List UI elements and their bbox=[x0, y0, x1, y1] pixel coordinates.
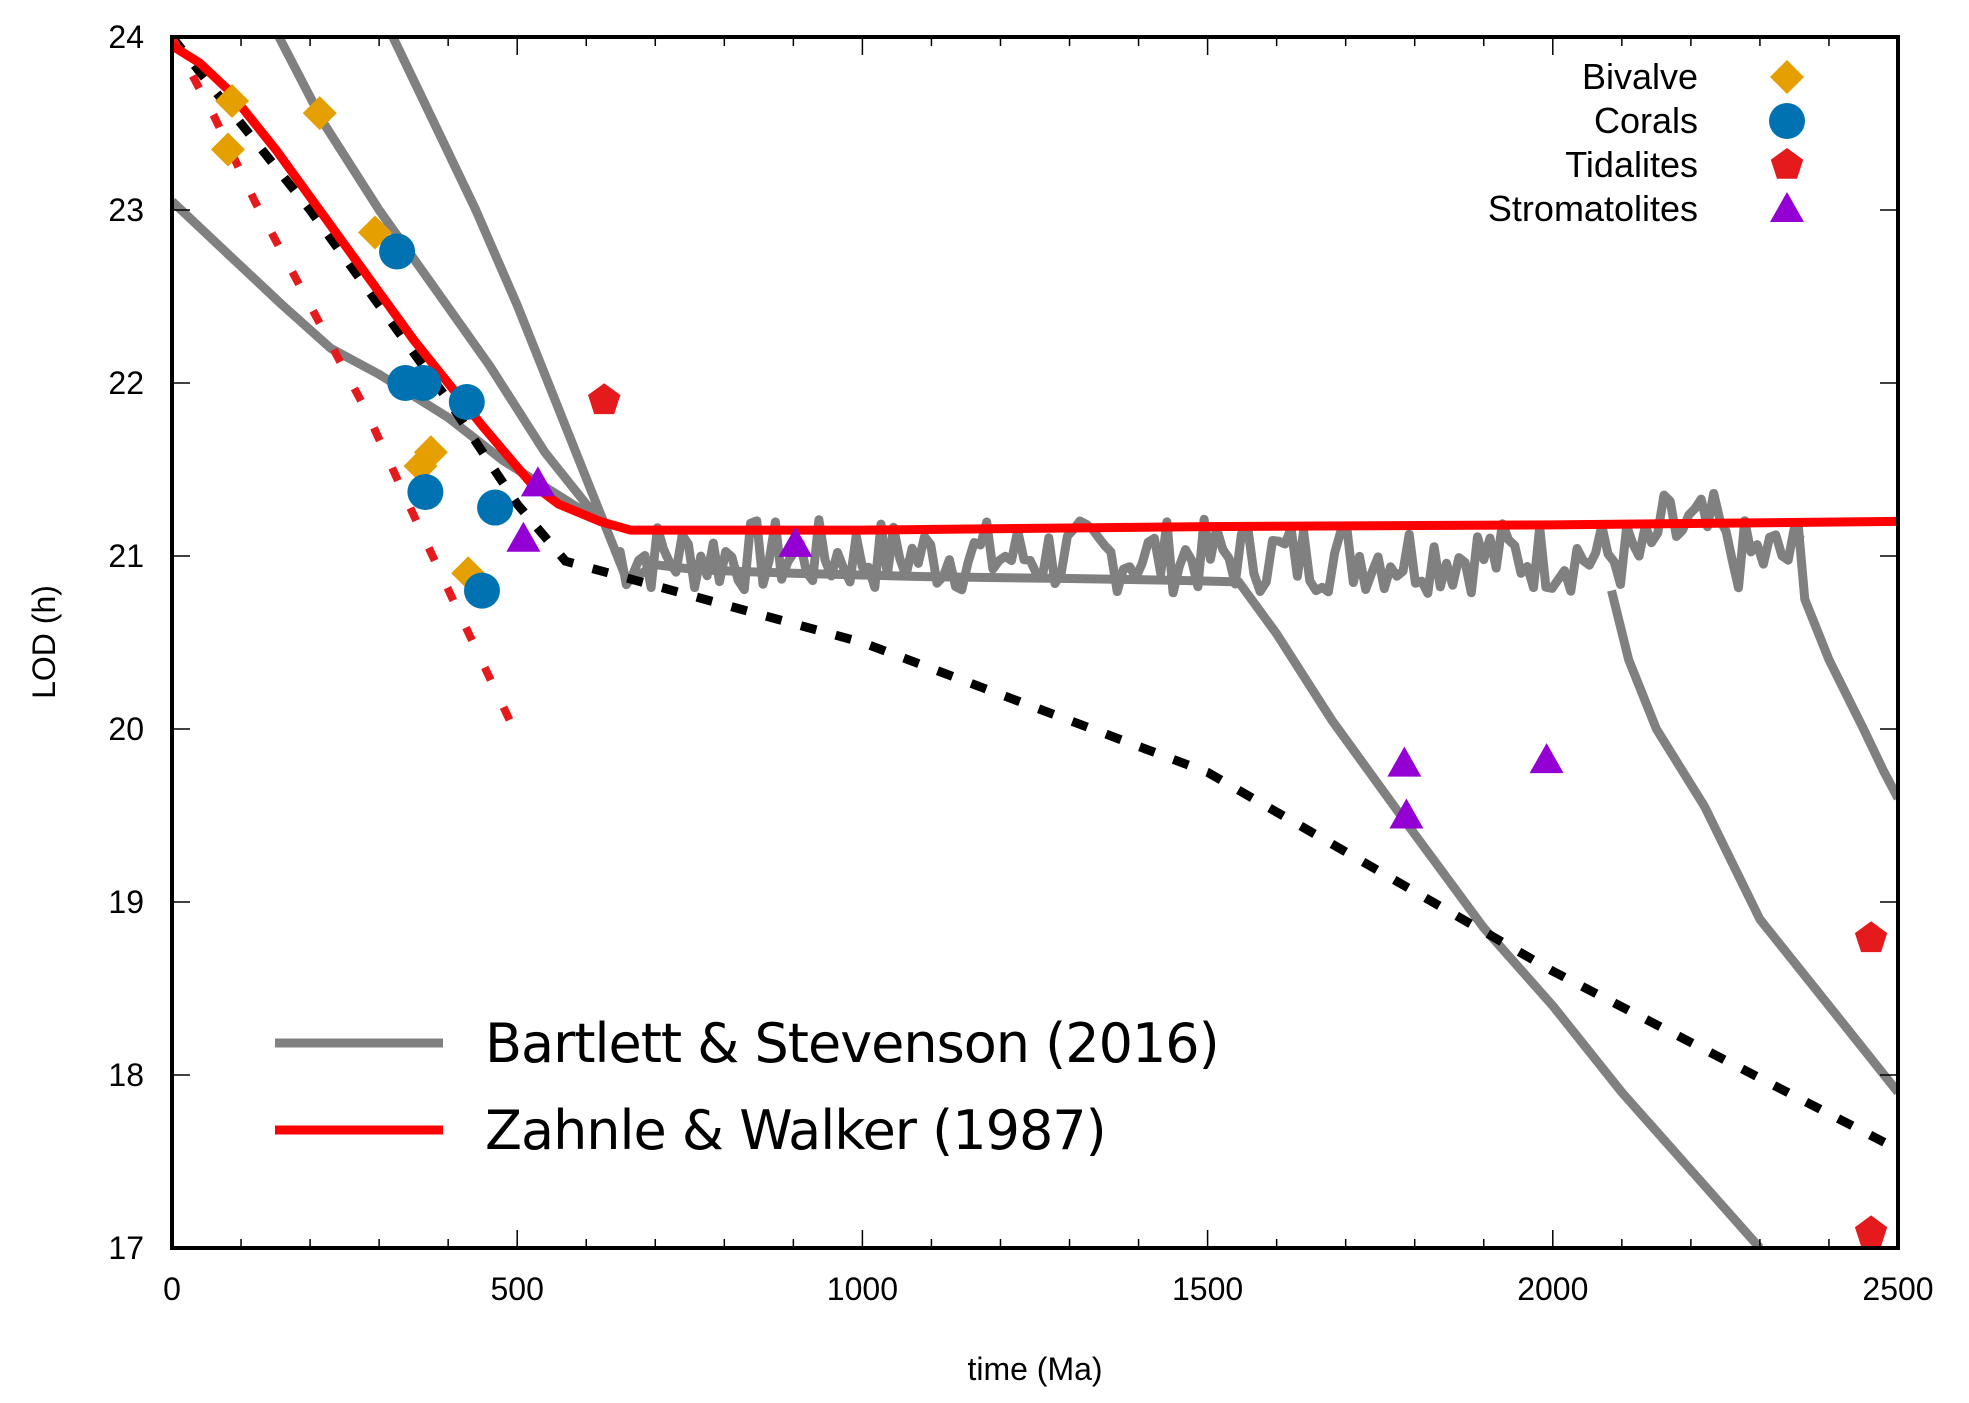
legend-marker-bivalve bbox=[1770, 60, 1804, 94]
x-axis-title: time (Ma) bbox=[967, 1351, 1102, 1387]
axis-ticks bbox=[171, 36, 1899, 1249]
y-tick-label: 19 bbox=[108, 884, 144, 920]
stromatolites-point bbox=[1529, 743, 1564, 774]
bartlett-curve-2 bbox=[388, 37, 632, 584]
stromatolites-point bbox=[778, 526, 813, 557]
y-tick-label: 23 bbox=[108, 192, 144, 228]
y-tick-label: 21 bbox=[108, 538, 144, 574]
corals-point bbox=[448, 384, 485, 421]
x-tick-label: 500 bbox=[491, 1271, 544, 1307]
bivalve-point bbox=[302, 96, 337, 131]
legend-label-corals: Corals bbox=[1594, 100, 1698, 141]
stromatolites-point bbox=[520, 466, 555, 497]
legend-marker-stromatolites bbox=[1770, 192, 1804, 222]
stromatolites-point bbox=[1387, 746, 1422, 777]
corals-point bbox=[477, 489, 514, 526]
bartlett-curve-4 bbox=[1607, 589, 1898, 1096]
legend-marker-tidalites bbox=[1770, 148, 1804, 179]
black-dashed-fit-line bbox=[172, 37, 1898, 1154]
y-tick-label: 20 bbox=[108, 711, 144, 747]
bartlett-curve-1 bbox=[275, 37, 607, 525]
legend-lines: Bartlett & Stevenson (2016) Zahnle & Walk… bbox=[275, 1012, 1220, 1162]
legend-label-tidalites: Tidalites bbox=[1565, 144, 1698, 185]
x-tick-label: 0 bbox=[163, 1271, 181, 1307]
plot-points bbox=[210, 84, 1888, 1247]
corals-point bbox=[379, 233, 416, 270]
corals-point bbox=[463, 572, 500, 609]
axis-tick-labels: 0 500 1000 1500 2000 2500 17 18 19 20 21 22 23 24 bbox=[108, 19, 1933, 1307]
legend-marker-corals bbox=[1769, 103, 1805, 139]
tidalites-point bbox=[1854, 921, 1888, 953]
corals-point bbox=[407, 473, 444, 510]
y-axis-title: LOD (h) bbox=[26, 585, 62, 699]
bivalve-point bbox=[210, 132, 245, 167]
x-tick-label: 1000 bbox=[827, 1271, 898, 1307]
plot-frame bbox=[170, 35, 1900, 1250]
stromatolites-point bbox=[1389, 798, 1424, 829]
tidalites-point bbox=[588, 383, 621, 415]
red-dotted-fit-line bbox=[172, 37, 522, 740]
y-tick-label: 17 bbox=[108, 1230, 144, 1266]
y-tick-label: 18 bbox=[108, 1057, 144, 1093]
y-tick-label: 22 bbox=[108, 365, 144, 401]
x-tick-label: 2500 bbox=[1862, 1271, 1933, 1307]
stromatolites-point bbox=[506, 521, 541, 552]
x-tick-label: 1500 bbox=[1172, 1271, 1243, 1307]
legend-label-bivalve: Bivalve bbox=[1582, 56, 1698, 97]
bartlett-noisy-band bbox=[611, 488, 1805, 598]
legend-line-label-0: Bartlett & Stevenson (2016) bbox=[485, 1012, 1219, 1075]
y-tick-label: 24 bbox=[108, 19, 144, 55]
corals-point bbox=[405, 365, 442, 401]
tidalites-point bbox=[1854, 1215, 1888, 1247]
legend-line-label-1: Zahnle & Walker (1987) bbox=[485, 1099, 1106, 1162]
legend-label-stromatolites: Stromatolites bbox=[1488, 188, 1698, 229]
bartlett-curve-5 bbox=[1793, 521, 1898, 801]
x-tick-label: 2000 bbox=[1517, 1271, 1588, 1307]
bivalve-point bbox=[215, 84, 250, 119]
